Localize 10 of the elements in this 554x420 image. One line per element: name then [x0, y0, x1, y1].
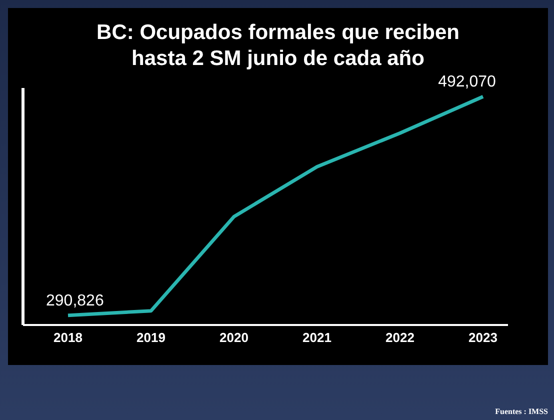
- chart-title: BC: Ocupados formales que reciben hasta 2 SM junio de cada año: [96, 20, 460, 72]
- x-tick-label: 2022: [386, 330, 414, 346]
- source-note: Fuentes : IMSS: [495, 407, 548, 416]
- x-tick-label: 2019: [136, 330, 166, 346]
- x-tick-label: 2020: [220, 330, 248, 346]
- x-tick-label: 2023: [468, 330, 498, 346]
- data-label: 492,070: [438, 74, 496, 91]
- x-tick-label: 2021: [302, 330, 332, 346]
- data-label: 290,826: [46, 292, 104, 310]
- x-tick-label: 2018: [54, 330, 82, 346]
